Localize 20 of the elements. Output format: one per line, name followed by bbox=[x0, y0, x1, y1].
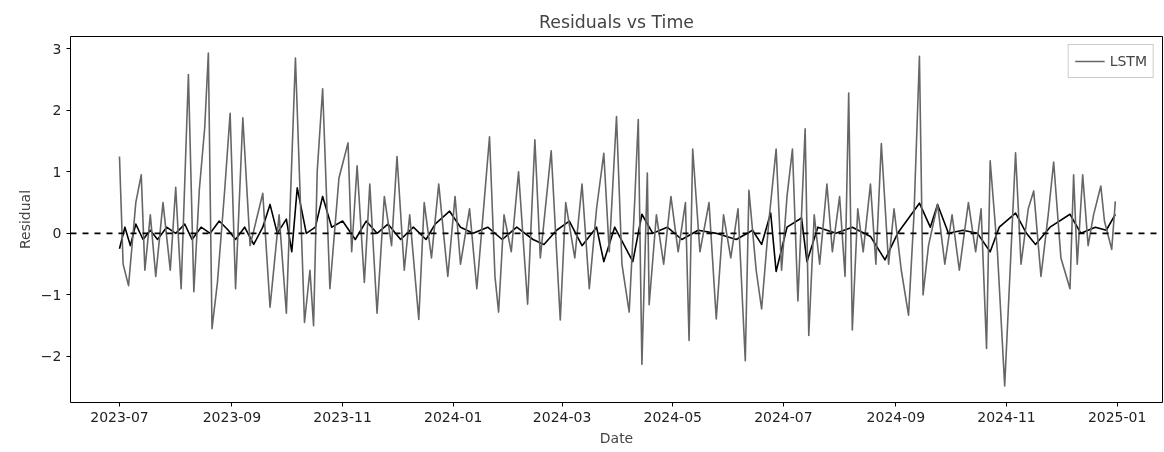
legend-label: LSTM bbox=[1109, 53, 1147, 69]
y-tick-label: 0 bbox=[52, 225, 62, 242]
x-tick-label: 2024-09 bbox=[866, 408, 926, 425]
x-tick-label: 2023-09 bbox=[202, 408, 262, 425]
y-tick-label: 1 bbox=[52, 163, 62, 180]
x-tick-label: 2024-11 bbox=[977, 408, 1036, 425]
x-tick-label: 2024-01 bbox=[424, 408, 483, 425]
y-tick-label: 2 bbox=[52, 102, 62, 119]
x-tick-label: 2024-05 bbox=[643, 408, 702, 425]
y-tick-label: −1 bbox=[40, 286, 62, 303]
y-tick-label: 3 bbox=[52, 40, 62, 57]
x-tick-label: 2023-07 bbox=[90, 408, 149, 425]
x-tick-label: 2024-07 bbox=[754, 408, 813, 425]
x-axis-title: Date bbox=[599, 429, 634, 446]
x-tick-label: 2025-01 bbox=[1087, 408, 1147, 425]
chart-title: Residuals vs Time bbox=[539, 11, 694, 32]
y-tick-label: −2 bbox=[40, 348, 62, 365]
y-axis-title: Residual bbox=[16, 189, 33, 250]
x-tick-label: 2024-03 bbox=[532, 408, 592, 425]
x-tick-label: 2023-11 bbox=[313, 408, 372, 425]
